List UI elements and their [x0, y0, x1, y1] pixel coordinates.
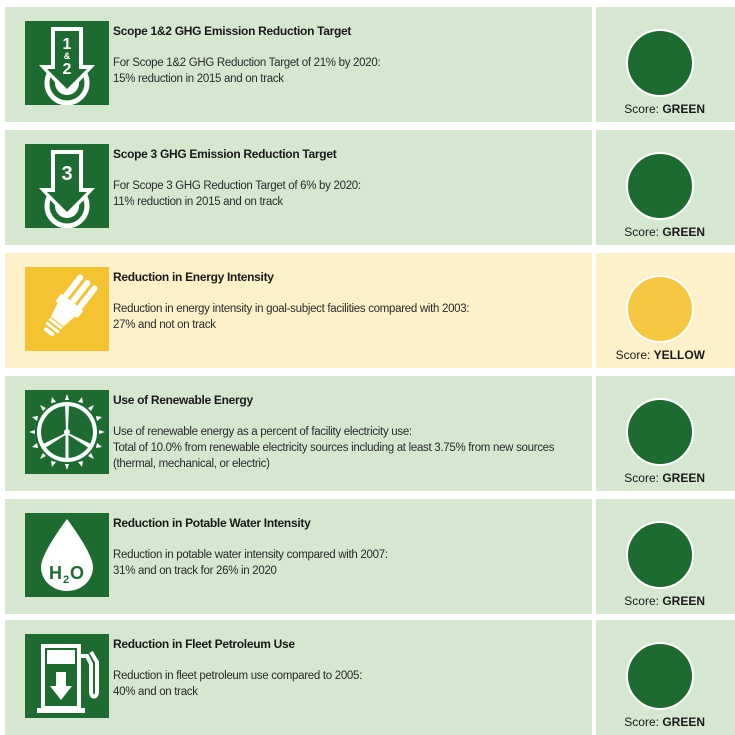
goal-cell: Reduction in Fleet Petroleum Use Reducti…: [5, 620, 592, 735]
goal-cell: H 2 O Reduction in Potable Water Intensi…: [5, 499, 592, 614]
goal-title: Reduction in Fleet Petroleum Use: [113, 637, 295, 651]
score-label: Score: GREEN: [624, 715, 705, 729]
light-bulb-icon: [25, 267, 109, 351]
water-drop-icon: H 2 O: [25, 513, 109, 597]
svg-text:1: 1: [63, 36, 72, 53]
scope-1-2-target-icon: 1 & 2: [25, 21, 109, 105]
scorecard-row: Use of Renewable Energy Use of renewable…: [0, 376, 735, 491]
goal-cell: Reduction in Energy Intensity Reduction …: [5, 253, 592, 368]
score-label: Score: GREEN: [624, 471, 705, 485]
score-indicator-green: [626, 152, 694, 220]
scorecard-row: Reduction in Energy Intensity Reduction …: [0, 253, 735, 368]
goal-description: Reduction in energy intensity in goal-su…: [113, 303, 470, 331]
wind-turbine-icon: [25, 390, 109, 474]
score-cell: Score: GREEN: [596, 7, 735, 122]
score-cell: Score: GREEN: [596, 620, 735, 735]
score-cell: Score: GREEN: [596, 130, 735, 245]
svg-text:2: 2: [63, 61, 72, 78]
goal-title: Use of Renewable Energy: [113, 393, 253, 407]
scope-3-target-icon: 3: [25, 144, 109, 228]
svg-text:&: &: [64, 51, 71, 61]
goal-description: For Scope 3 GHG Reduction Target of 6% b…: [113, 180, 361, 208]
goal-description: Use of renewable energy as a percent of …: [113, 426, 555, 470]
scorecard-row: 3 Scope 3 GHG Emission Reduction Target …: [0, 130, 735, 245]
score-cell: Score: GREEN: [596, 499, 735, 614]
goal-title: Scope 3 GHG Emission Reduction Target: [113, 147, 337, 161]
score-cell: Score: GREEN: [596, 376, 735, 491]
score-indicator-green: [626, 398, 694, 466]
goal-cell: 1 & 2 Scope 1&2 GHG Emission Reduction T…: [5, 7, 592, 122]
svg-text:H: H: [49, 563, 62, 583]
goal-title: Reduction in Potable Water Intensity: [113, 516, 311, 530]
svg-text:O: O: [70, 563, 84, 583]
score-indicator-green: [626, 29, 694, 97]
goal-description: For Scope 1&2 GHG Reduction Target of 21…: [113, 57, 381, 85]
goal-description: Reduction in fleet petroleum use compare…: [113, 670, 363, 698]
goal-title: Scope 1&2 GHG Emission Reduction Target: [113, 24, 352, 38]
score-label: Score: GREEN: [624, 594, 705, 608]
goal-title: Reduction in Energy Intensity: [113, 270, 274, 284]
goal-description: Reduction in potable water intensity com…: [113, 549, 388, 577]
goal-cell: 3 Scope 3 GHG Emission Reduction Target …: [5, 130, 592, 245]
score-label: Score: GREEN: [624, 102, 705, 116]
score-indicator-yellow: [626, 275, 694, 343]
score-indicator-green: [626, 642, 694, 710]
scorecard-row: H 2 O Reduction in Potable Water Intensi…: [0, 499, 735, 614]
svg-text:3: 3: [61, 163, 72, 185]
score-cell: Score: YELLOW: [596, 253, 735, 368]
svg-text:2: 2: [63, 574, 69, 586]
score-indicator-green: [626, 521, 694, 589]
scorecard-row: 1 & 2 Scope 1&2 GHG Emission Reduction T…: [0, 7, 735, 122]
fuel-pump-icon: [25, 634, 109, 718]
scorecard-row: Reduction in Fleet Petroleum Use Reducti…: [0, 620, 735, 735]
score-label: Score: GREEN: [624, 225, 705, 239]
goal-cell: Use of Renewable Energy Use of renewable…: [5, 376, 592, 491]
score-label: Score: YELLOW: [615, 348, 705, 362]
